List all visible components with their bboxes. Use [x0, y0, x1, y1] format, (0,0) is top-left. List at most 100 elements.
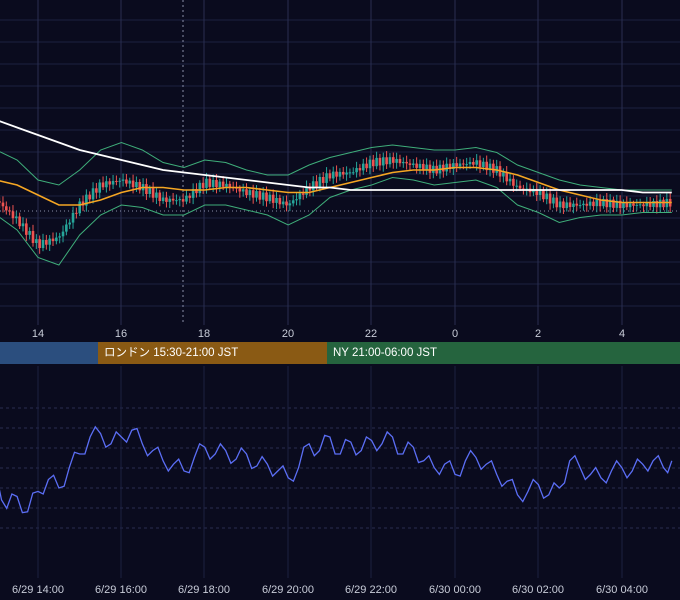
candle-body [488, 163, 492, 171]
candle-body [502, 172, 505, 177]
top-tick-label: 22 [364, 328, 378, 340]
candle-body [318, 177, 322, 187]
market-session-bar: ロンドン 15:30-21:00 JST NY 21:00-06:00 JST [0, 342, 680, 364]
candle-body [598, 199, 602, 207]
candle-body [655, 200, 659, 208]
candle-body [51, 238, 55, 242]
candle-body [105, 181, 108, 188]
candle-body [148, 188, 152, 194]
candle-body [351, 172, 355, 174]
candle-body [75, 212, 78, 214]
top-tick-label: 14 [31, 328, 45, 340]
candle-body [175, 200, 178, 202]
candle-body [291, 200, 295, 204]
candle-body [25, 223, 28, 235]
candle-body [145, 184, 148, 194]
candle-body [505, 172, 509, 182]
candle-body [238, 188, 242, 192]
candle-body [578, 205, 582, 207]
candle-body [161, 197, 165, 202]
bollinger-lower-line [0, 176, 672, 266]
candle-body [1, 202, 5, 207]
candle-body [565, 202, 569, 209]
candle-body [391, 157, 395, 163]
candle-body [158, 192, 162, 202]
candle-body [401, 161, 405, 164]
candle-body [602, 198, 605, 207]
candle-body [111, 180, 115, 185]
candle-body [281, 201, 285, 205]
candle-body [285, 201, 288, 206]
candle-body [422, 163, 425, 171]
candle-body [341, 171, 345, 175]
candle-body [205, 178, 208, 188]
bottom-time-axis: 6/29 14:00 6/29 16:00 6/29 18:00 6/29 20… [0, 578, 680, 600]
bottom-tick-label: 6/29 18:00 [178, 584, 230, 596]
candle-body [558, 201, 562, 208]
oscillator-chart[interactable] [0, 366, 680, 578]
candle-body [255, 191, 258, 198]
candle-body [472, 161, 475, 165]
candle-body [271, 194, 275, 203]
bottom-tick-label: 6/29 16:00 [95, 584, 147, 596]
candle-body [375, 157, 378, 167]
candle-body [195, 189, 198, 194]
candle-body [371, 159, 375, 167]
candle-body [115, 180, 118, 182]
candle-body [512, 178, 515, 186]
candle-body [218, 181, 222, 188]
candle-body [301, 193, 305, 195]
candle-body [508, 178, 512, 182]
candle-body [288, 203, 292, 206]
candle-body [15, 216, 18, 219]
candle-body [85, 194, 88, 206]
candle-body [328, 173, 332, 179]
candle-body [378, 157, 382, 166]
candle-body [448, 163, 452, 169]
candle-body [35, 239, 38, 243]
bottom-tick-label: 6/29 14:00 [12, 584, 64, 596]
candle-body [642, 204, 645, 207]
bottom-tick-label: 6/29 22:00 [345, 584, 397, 596]
candle-body [405, 161, 408, 164]
candle-body [121, 179, 125, 181]
top-tick-label: 0 [451, 328, 459, 340]
candle-body [592, 201, 595, 207]
candle-body [412, 163, 415, 165]
candle-body [5, 206, 8, 211]
candle-body [251, 190, 255, 198]
top-tick-label: 18 [197, 328, 211, 340]
candle-body [241, 189, 245, 192]
candle-body [248, 190, 252, 196]
candle-body [185, 195, 188, 202]
candle-body [381, 157, 385, 166]
candle-body [45, 239, 48, 245]
candle-body [585, 203, 589, 206]
candle-body [315, 181, 318, 187]
candle-body [538, 190, 542, 195]
candle-body [338, 171, 342, 177]
candle-body [38, 239, 41, 248]
top-time-axis: 14 16 18 20 22 0 2 4 [0, 325, 680, 342]
candle-body [618, 200, 622, 209]
candle-body [455, 163, 458, 167]
candle-body [58, 236, 61, 238]
candle-body [268, 194, 272, 202]
candle-body [625, 202, 629, 208]
price-chart[interactable] [0, 0, 680, 325]
candle-body [61, 231, 65, 237]
candle-body [605, 198, 609, 208]
candle-body [41, 239, 45, 248]
candle-body [188, 195, 192, 198]
candle-body [385, 157, 388, 165]
candle-body [131, 180, 135, 188]
bottom-tick-label: 6/29 20:00 [262, 584, 314, 596]
candle-body [28, 231, 31, 235]
candle-body [138, 182, 142, 191]
candle-body [71, 212, 75, 223]
candle-body [572, 203, 575, 207]
candle-body [125, 179, 128, 184]
candle-body [165, 197, 168, 202]
candle-body [55, 237, 58, 242]
candle-body [21, 223, 25, 227]
